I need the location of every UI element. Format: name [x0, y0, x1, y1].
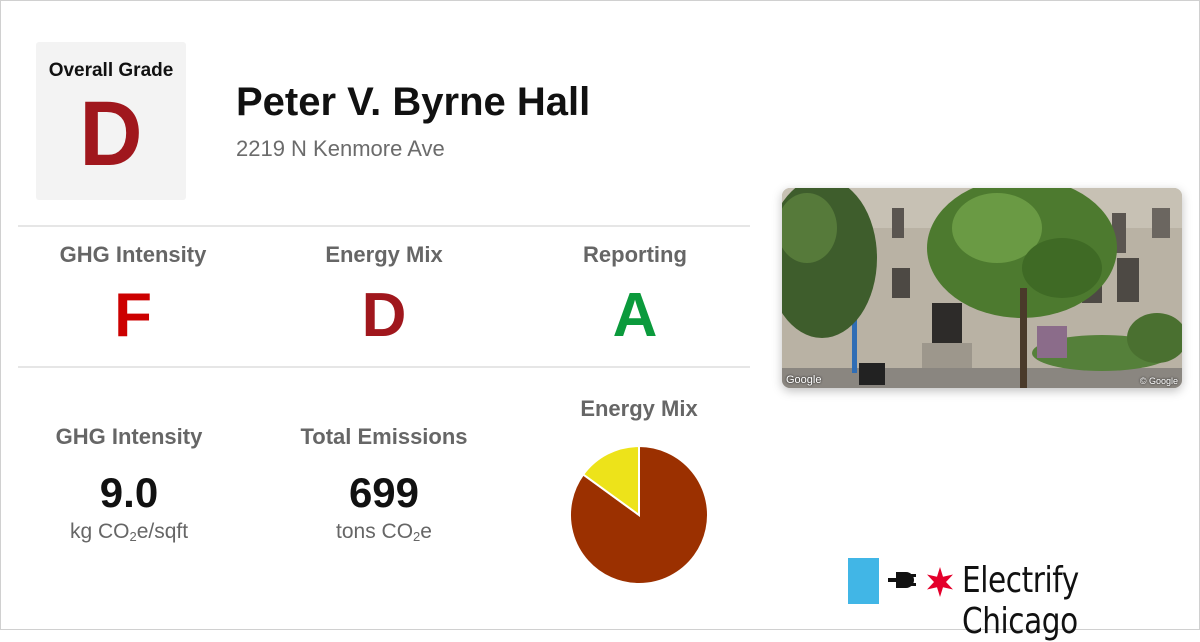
building-street-photo: Google © Google — [782, 188, 1182, 388]
metric-ghg-intensity: GHG Intensity 9.0 kg CO2e/sqft — [14, 424, 244, 544]
building-name: Peter V. Byrne Hall — [236, 80, 591, 124]
metric-ghg-intensity-unit: kg CO2e/sqft — [69, 520, 189, 544]
photo-credit: Google — [786, 374, 822, 386]
divider-top — [18, 225, 750, 227]
grade-ghg-intensity-label: GHG Intensity — [59, 242, 207, 267]
energy-mix-pie-chart — [569, 444, 709, 585]
metric-ghg-intensity-label: GHG Intensity — [55, 424, 203, 449]
grade-ghg-intensity-value: F — [114, 281, 152, 350]
grade-ghg-intensity: GHG Intensity F — [18, 242, 248, 352]
metric-total-emissions-unit: tons CO2e — [336, 520, 432, 544]
overall-grade-letter: D — [79, 83, 143, 185]
overall-grade-card: Overall Grade D — [36, 42, 186, 200]
metric-total-emissions-value: 699 — [348, 469, 420, 516]
metric-total-emissions-label: Total Emissions — [300, 424, 468, 449]
metric-total-emissions: Total Emissions 699 tons CO2e — [269, 424, 499, 544]
energy-mix-chart-title: Energy Mix — [580, 396, 698, 421]
grade-reporting-value: A — [612, 281, 658, 350]
chicago-star-icon — [927, 567, 953, 597]
grade-energy-mix-value: D — [361, 281, 407, 350]
grade-energy-mix: Energy Mix D — [269, 242, 499, 352]
pie-slice-1 — [581, 444, 640, 517]
overall-grade-label: Overall Grade — [48, 60, 174, 81]
grade-energy-mix-label: Energy Mix — [325, 242, 443, 267]
photo-copyright: © Google — [1139, 376, 1178, 386]
divider-middle — [18, 366, 750, 368]
metric-ghg-intensity-value: 9.0 — [99, 469, 159, 516]
grade-reporting-label: Reporting — [583, 242, 687, 267]
plug-icon — [888, 572, 916, 588]
grade-reporting: Reporting A — [520, 242, 750, 352]
street-view-image — [782, 188, 1182, 388]
logo-blue-bar — [848, 558, 879, 604]
building-address: 2219 N Kenmore Ave — [236, 136, 445, 161]
